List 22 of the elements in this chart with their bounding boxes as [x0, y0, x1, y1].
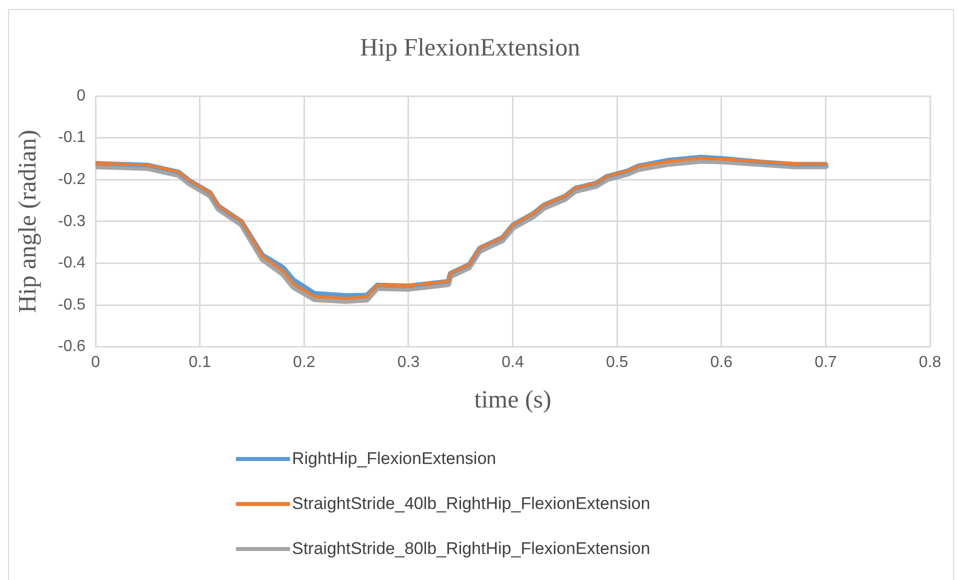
- y-axis-title: Hip angle (radian): [14, 130, 42, 314]
- x-tick-label: 0.1: [188, 354, 212, 371]
- y-tick-label: -0.5: [58, 296, 86, 314]
- x-tick-label: 0.6: [710, 354, 733, 371]
- legend-label: StraightStride_40lb_RightHip_FlexionExtension: [292, 494, 650, 514]
- chart-title: Hip FlexionExtension: [360, 34, 581, 62]
- y-tick-label: -0.2: [58, 171, 86, 188]
- x-tick-label: 0.4: [502, 354, 524, 371]
- x-tick-label: 0: [91, 354, 100, 371]
- legend-label: StraightStride_80lb_RightHip_FlexionExtension: [292, 539, 650, 559]
- y-tick-label: -0.1: [58, 129, 86, 146]
- y-tick-label: 0: [76, 87, 86, 104]
- legend-label: RightHip_FlexionExtension: [292, 449, 496, 469]
- x-axis-title: time (s): [474, 386, 552, 414]
- x-tick-label: 0.8: [918, 354, 942, 371]
- y-tick-label: -0.6: [58, 338, 86, 356]
- x-tick-label: 0.7: [814, 354, 837, 371]
- y-tick-label: -0.3: [58, 212, 86, 230]
- x-tick-label: 0.3: [397, 354, 420, 371]
- x-tick-label: 0.2: [293, 354, 316, 371]
- y-tick-label: -0.4: [58, 254, 86, 272]
- x-tick-label: 0.5: [606, 354, 628, 371]
